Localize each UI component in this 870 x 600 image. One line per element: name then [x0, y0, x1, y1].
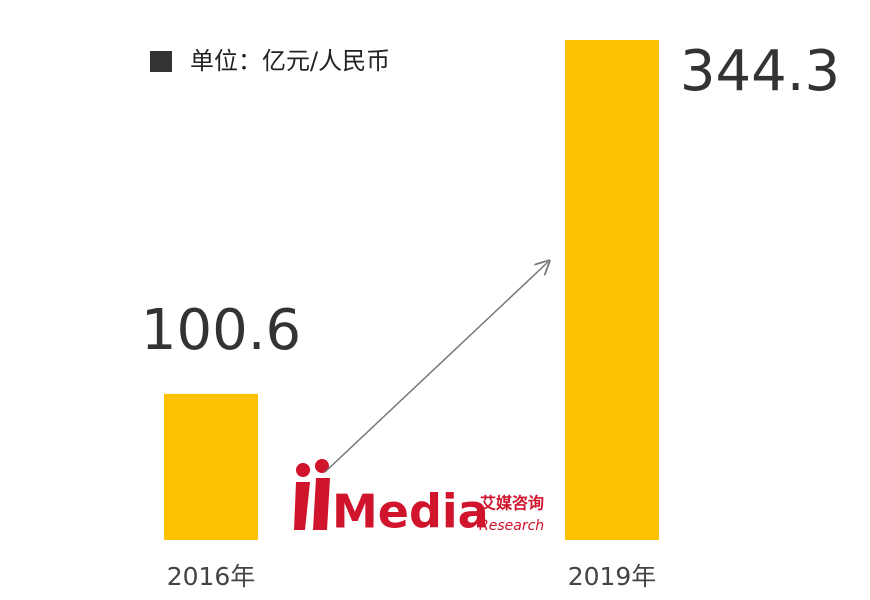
growth-arrow — [324, 262, 548, 473]
x-tick-label: 2019年 — [568, 562, 657, 591]
watermark: Media 艾媒咨询 Research — [294, 459, 544, 539]
logo-dot — [315, 459, 329, 473]
watermark-sub: Research — [479, 518, 544, 534]
bar — [164, 393, 258, 540]
logo-figure — [294, 478, 330, 530]
unit-marker — [150, 51, 172, 72]
watermark-brand: Media — [332, 485, 489, 539]
x-tick-label: 2016年 — [167, 562, 256, 591]
value-label: 344.3 — [680, 39, 840, 104]
value-label: 100.6 — [141, 298, 301, 363]
unit-label: 单位：亿元/人民币 — [190, 47, 390, 75]
watermark-cn: 艾媒咨询 — [480, 494, 544, 513]
bar — [565, 40, 659, 540]
logo-dot — [296, 463, 310, 477]
